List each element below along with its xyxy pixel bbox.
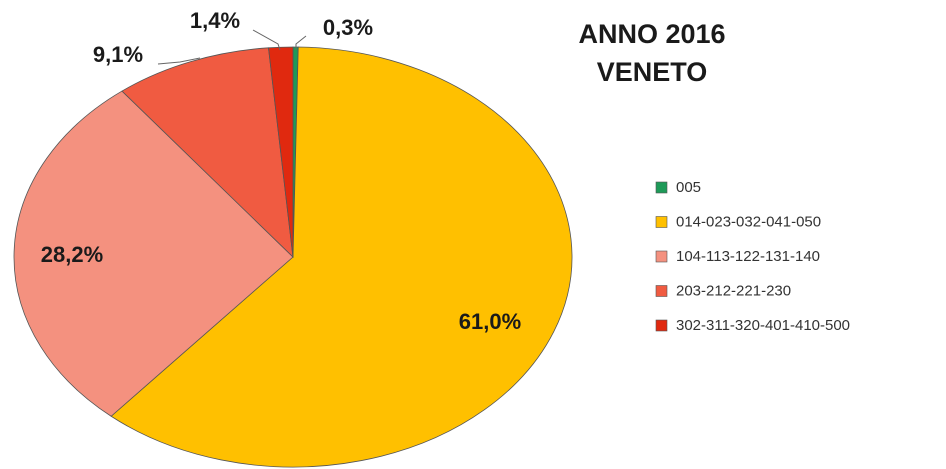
legend-label: 203-212-221-230 <box>676 282 791 299</box>
legend-swatch <box>655 319 668 332</box>
legend-label: 014-023-032-041-050 <box>676 213 821 230</box>
leader-line <box>295 35 307 50</box>
chart-title: ANNO 2016 <box>578 19 725 49</box>
leader-line <box>157 57 201 65</box>
pie-slice <box>110 46 573 468</box>
legend-label: 005 <box>676 179 701 196</box>
data-label: 61,0% <box>459 309 521 334</box>
legend-label: 302-311-320-401-410-500 <box>676 317 850 334</box>
pie-slice <box>13 90 294 417</box>
chart-title: VENETO <box>597 57 708 87</box>
data-label: 0,3% <box>323 15 373 40</box>
legend-swatch <box>655 181 668 194</box>
data-label: 28,2% <box>41 242 103 267</box>
leader-line <box>252 29 281 51</box>
data-label: 9,1% <box>93 42 143 67</box>
pie-slice <box>121 47 294 259</box>
legend-swatch <box>655 285 668 297</box>
legend-label: 104-113-122-131-140 <box>676 248 820 265</box>
pie-slice <box>268 46 294 258</box>
data-label: 1,4% <box>190 8 240 33</box>
legend-swatch <box>655 216 668 228</box>
legend-swatch <box>655 250 668 263</box>
